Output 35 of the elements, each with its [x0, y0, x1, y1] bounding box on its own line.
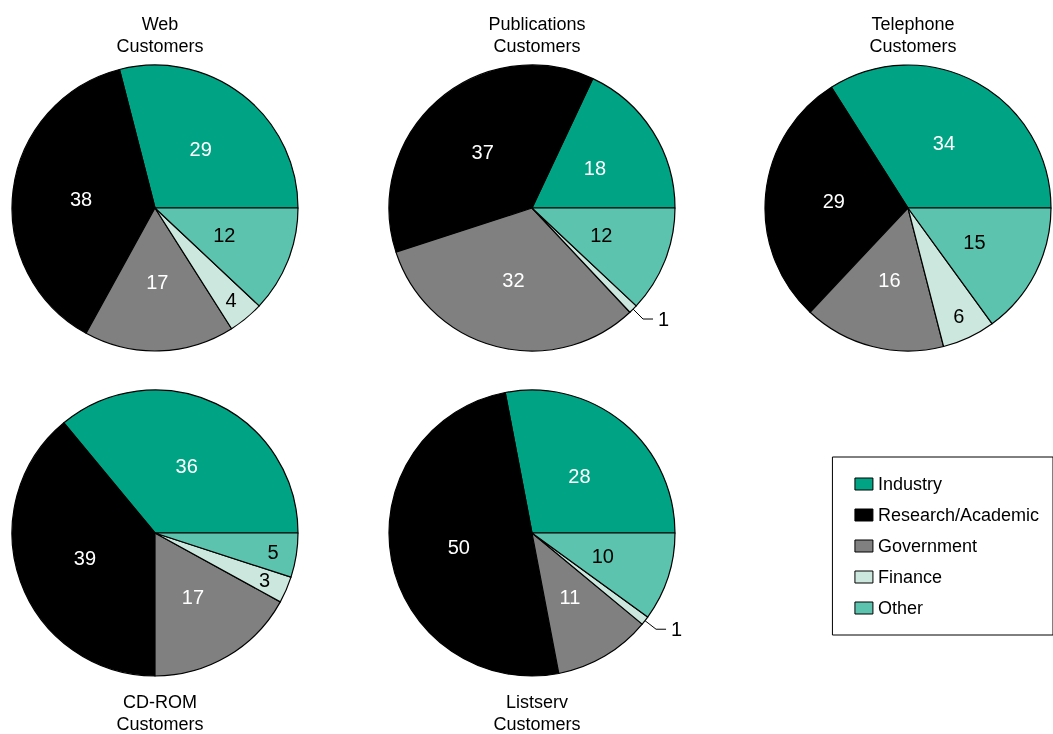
data-label: 10 — [591, 545, 614, 568]
data-label: 5 — [267, 540, 279, 563]
legend-label: Government — [877, 536, 977, 556]
data-label: 18 — [583, 157, 607, 180]
text: CD-ROM Customers — [116, 692, 204, 734]
legend-label: Industry — [877, 474, 942, 494]
chart-title: Publications Customers — [488, 14, 586, 56]
chart-title: Web Customers — [116, 14, 204, 56]
data-label: 1 — [658, 308, 670, 331]
data-label: 12 — [590, 224, 613, 247]
data-label: 17 — [181, 586, 205, 609]
legend-label: Other — [877, 598, 923, 618]
data-label: 29 — [189, 138, 212, 161]
data-label: 11 — [559, 586, 581, 609]
data-label: 1 — [671, 618, 683, 641]
data-label: 32 — [502, 269, 525, 292]
data-label: 34 — [932, 131, 956, 154]
data-label: 36 — [175, 454, 198, 477]
data-label: 12 — [213, 224, 236, 247]
data-label: 50 — [447, 535, 470, 558]
text: Listserv Customers — [493, 692, 581, 734]
data-label: 17 — [146, 271, 169, 294]
data-label: 15 — [963, 230, 986, 253]
data-label: 6 — [953, 305, 965, 328]
legend-label: Finance — [877, 567, 942, 587]
data-label: 37 — [471, 141, 494, 164]
data-label: 29 — [822, 189, 845, 212]
data-label: 3 — [259, 569, 271, 592]
data-label: 4 — [225, 289, 237, 312]
data-label: 39 — [73, 547, 97, 570]
data-label: 16 — [878, 269, 901, 292]
legend-label: Research/Academic — [877, 505, 1040, 525]
data-label: 38 — [69, 187, 93, 210]
data-label: 28 — [568, 464, 591, 487]
chart-title: Telephone Customers — [869, 14, 957, 56]
